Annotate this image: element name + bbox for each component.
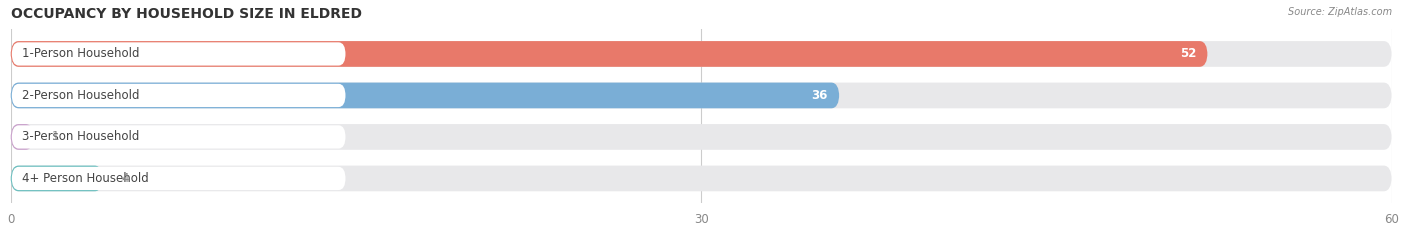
Text: 4: 4 — [121, 172, 128, 185]
FancyBboxPatch shape — [11, 125, 346, 149]
FancyBboxPatch shape — [11, 82, 839, 108]
Text: Source: ZipAtlas.com: Source: ZipAtlas.com — [1288, 7, 1392, 17]
Text: 4+ Person Household: 4+ Person Household — [22, 172, 149, 185]
Text: 36: 36 — [811, 89, 828, 102]
FancyBboxPatch shape — [11, 42, 346, 65]
FancyBboxPatch shape — [11, 84, 346, 107]
Text: 1-Person Household: 1-Person Household — [22, 48, 139, 60]
FancyBboxPatch shape — [11, 82, 1392, 108]
Text: 52: 52 — [1180, 48, 1197, 60]
FancyBboxPatch shape — [11, 41, 1208, 67]
FancyBboxPatch shape — [11, 41, 1392, 67]
Text: OCCUPANCY BY HOUSEHOLD SIZE IN ELDRED: OCCUPANCY BY HOUSEHOLD SIZE IN ELDRED — [11, 7, 361, 21]
FancyBboxPatch shape — [11, 124, 34, 150]
Text: 2-Person Household: 2-Person Household — [22, 89, 139, 102]
Text: 1: 1 — [52, 130, 59, 144]
Text: 3-Person Household: 3-Person Household — [22, 130, 139, 144]
FancyBboxPatch shape — [11, 166, 1392, 191]
FancyBboxPatch shape — [11, 124, 1392, 150]
FancyBboxPatch shape — [11, 166, 103, 191]
FancyBboxPatch shape — [11, 167, 346, 190]
